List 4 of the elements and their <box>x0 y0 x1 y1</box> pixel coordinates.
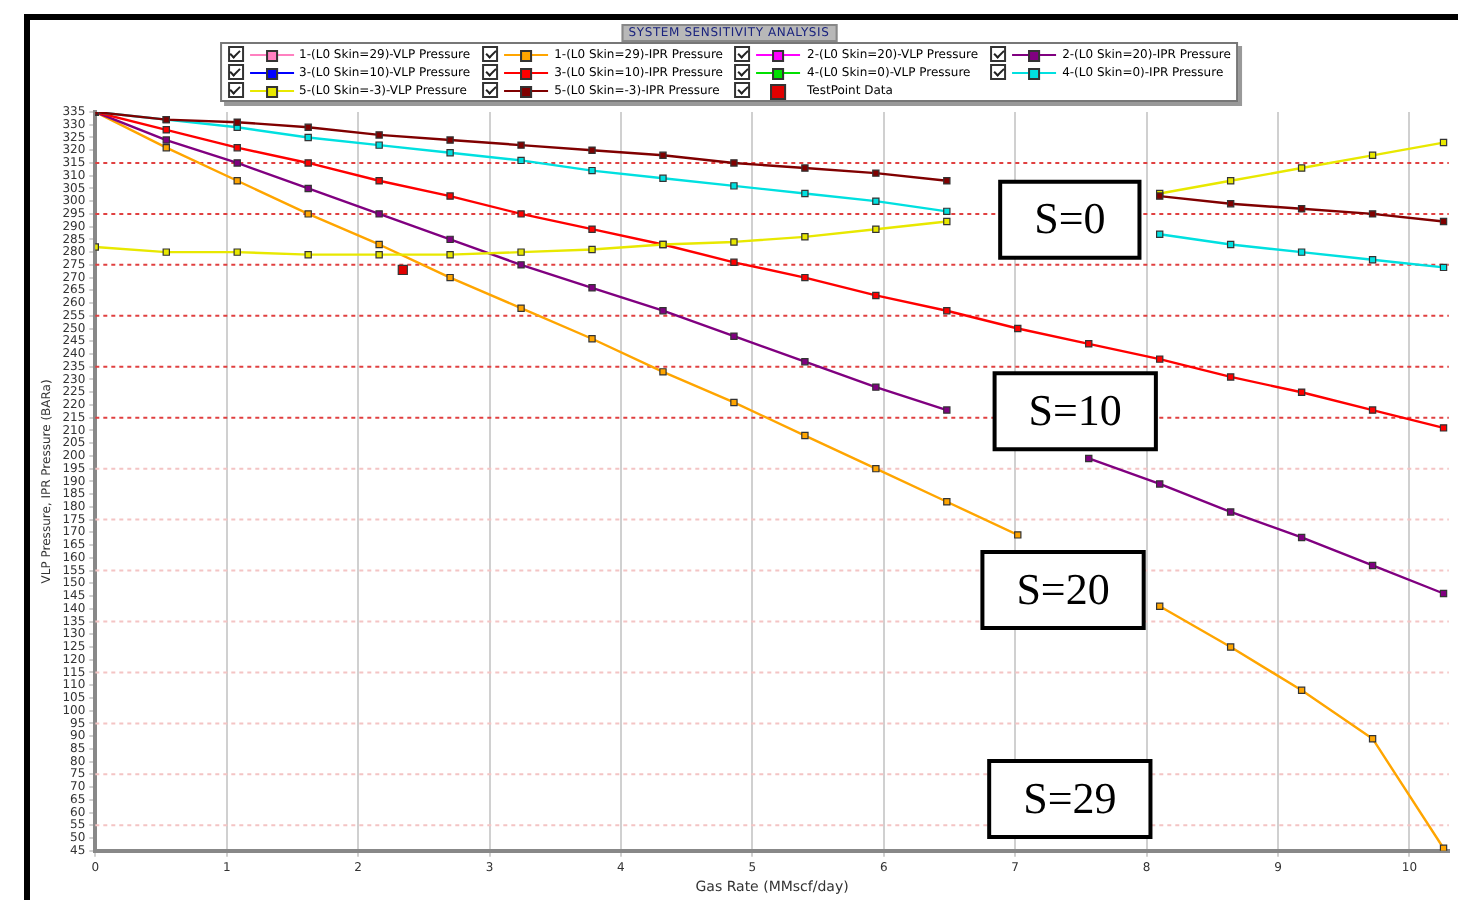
annotation: S=20 <box>1016 563 1110 614</box>
annotation: S=0 <box>1034 193 1106 244</box>
annotation: S=29 <box>1023 772 1117 823</box>
annotation: S=10 <box>1028 384 1122 435</box>
